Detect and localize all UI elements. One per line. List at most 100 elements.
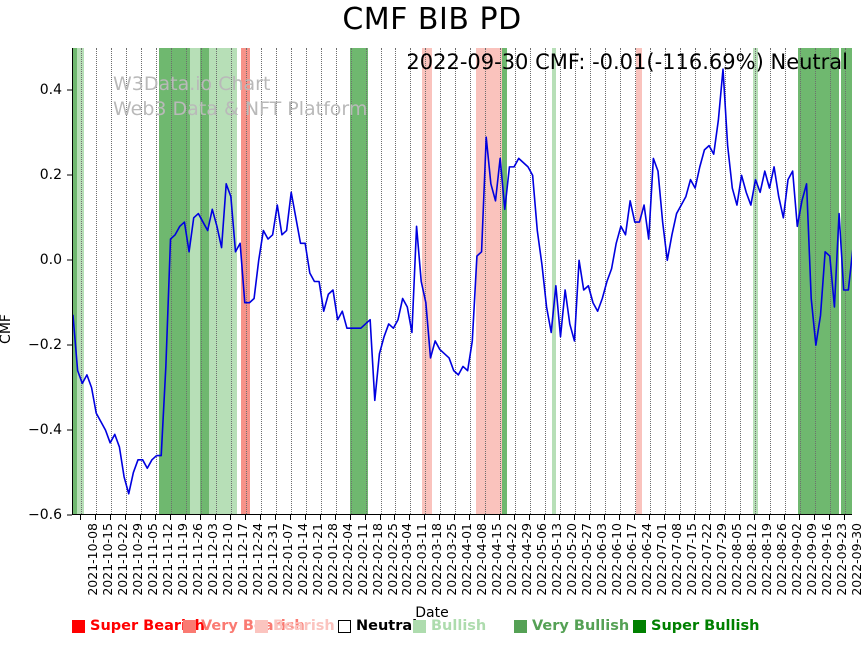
- legend-label: Neutral: [356, 618, 418, 634]
- x-axis-tick-label: 2021-10-29: [129, 523, 145, 596]
- x-axis-tick-label: 2022-01-28: [324, 523, 340, 596]
- page-title: CMF BIB PD: [342, 2, 522, 37]
- gridline: [335, 48, 337, 514]
- x-axis-tick-label: 2022-03-11: [414, 523, 430, 596]
- gridline: [410, 48, 412, 514]
- gridline: [110, 48, 112, 514]
- x-axis-tick-mark: [679, 515, 681, 520]
- x-axis-tick-mark: [754, 515, 756, 520]
- x-axis-tick-mark: [844, 515, 846, 520]
- x-axis-tick-label: 2022-08-19: [759, 523, 775, 596]
- legend-item[interactable]: Very Bullish: [514, 618, 629, 634]
- legend-item[interactable]: Super Bullish: [633, 618, 759, 634]
- x-axis-tick-label: 2022-09-30: [849, 523, 864, 596]
- gridline: [320, 48, 322, 514]
- gridline: [530, 48, 532, 514]
- y-axis-tick-mark: [67, 89, 72, 91]
- legend-label: Super Bullish: [651, 618, 760, 634]
- x-axis-tick-mark: [79, 515, 81, 520]
- x-axis-tick-label: 2022-09-23: [834, 523, 850, 596]
- legend-swatch-icon: [413, 619, 426, 633]
- current-value-annotation: 2022-09-30 CMF: -0.01(-116.69%) Neutral: [406, 50, 848, 74]
- legend-item[interactable]: Bullish: [413, 618, 486, 634]
- gridline: [185, 48, 187, 514]
- gridline: [500, 48, 502, 514]
- gridline: [725, 48, 727, 514]
- legend-item[interactable]: Very Bearish: [183, 618, 305, 634]
- x-axis: 2021-10-08 2021-10-15 2021-10-22 2021-10-29…: [72, 515, 864, 610]
- legend-swatch-icon: [183, 619, 196, 633]
- x-axis-tick-label: 2022-06-10: [609, 523, 625, 596]
- x-axis-tick-label: 2021-11-26: [189, 523, 205, 596]
- legend-label: Super Bearish: [90, 618, 205, 634]
- gridline: [515, 48, 517, 514]
- legend-item[interactable]: Super Bearish: [72, 618, 205, 634]
- x-axis-tick-mark: [469, 515, 471, 520]
- gridline: [845, 48, 847, 514]
- gridline: [620, 48, 622, 514]
- x-axis-tick-mark: [394, 515, 396, 520]
- x-axis-tick-label: 2022-06-24: [639, 523, 655, 596]
- sentiment-band: [551, 48, 556, 514]
- x-axis-tick-mark: [439, 515, 441, 520]
- gridline: [395, 48, 397, 514]
- x-axis-tick-mark: [619, 515, 621, 520]
- legend: Super Bearish Very Bearish Bearish Neutral B…: [0, 618, 864, 642]
- x-axis-tick-mark: [634, 515, 636, 520]
- gridline: [650, 48, 652, 514]
- x-axis-tick-label: 2022-09-09: [804, 523, 820, 596]
- gridline: [140, 48, 142, 514]
- sentiment-band: [158, 48, 190, 514]
- x-axis-tick-mark: [649, 515, 651, 520]
- x-axis-tick-mark: [484, 515, 486, 520]
- y-axis-tick-label: 0.2: [39, 167, 62, 184]
- x-axis-tick-label: 2022-04-01: [459, 523, 475, 596]
- y-axis-tick-mark: [67, 259, 72, 261]
- x-axis-tick-label: 2022-08-05: [729, 523, 745, 596]
- gridline: [380, 48, 382, 514]
- gridline: [590, 48, 592, 514]
- x-axis-tick-mark: [574, 515, 576, 520]
- x-axis-tick-mark: [244, 515, 246, 520]
- x-axis-tick-label: 2021-10-15: [99, 523, 115, 596]
- gridline: [125, 48, 127, 514]
- sentiment-band: [476, 48, 502, 514]
- x-axis-tick-label: 2021-10-08: [84, 523, 100, 596]
- x-axis-tick-label: 2022-06-03: [594, 523, 610, 596]
- y-axis-tick-label: 0.0: [39, 252, 62, 269]
- legend-item[interactable]: Neutral: [338, 618, 417, 634]
- x-axis-tick-label: 2021-12-17: [234, 523, 250, 596]
- x-axis-tick-label: 2022-02-04: [339, 523, 355, 596]
- y-axis-tick-mark: [67, 174, 72, 176]
- x-axis-tick-mark: [454, 515, 456, 520]
- gridline: [365, 48, 367, 514]
- x-axis-tick-label: 2021-12-24: [249, 523, 265, 596]
- x-axis-tick-label: 2021-11-05: [144, 523, 160, 596]
- x-axis-tick-mark: [409, 515, 411, 520]
- x-axis-tick-mark: [274, 515, 276, 520]
- gridline: [200, 48, 202, 514]
- legend-label: Very Bullish: [532, 618, 630, 634]
- x-axis-tick-mark: [589, 515, 591, 520]
- gridline: [305, 48, 307, 514]
- legend-item[interactable]: Bearish: [255, 618, 335, 634]
- sentiment-band: [73, 48, 77, 514]
- x-axis-tick-label: 2022-01-14: [294, 523, 310, 596]
- gridline: [605, 48, 607, 514]
- x-axis-tick-label: 2022-08-12: [744, 523, 760, 596]
- x-axis-tick-label: 2022-05-13: [549, 523, 565, 596]
- gridline: [665, 48, 667, 514]
- x-axis-tick-mark: [664, 515, 666, 520]
- x-axis-tick-label: 2022-03-04: [399, 523, 415, 596]
- legend-swatch-icon: [514, 619, 527, 633]
- sentiment-band: [208, 48, 237, 514]
- gridline: [155, 48, 157, 514]
- gridline: [215, 48, 217, 514]
- x-axis-tick-mark: [199, 515, 201, 520]
- x-axis-tick-mark: [514, 515, 516, 520]
- gridline: [485, 48, 487, 514]
- x-axis-tick-label: 2022-07-15: [684, 523, 700, 596]
- gridline: [680, 48, 682, 514]
- legend-swatch-icon: [338, 619, 351, 633]
